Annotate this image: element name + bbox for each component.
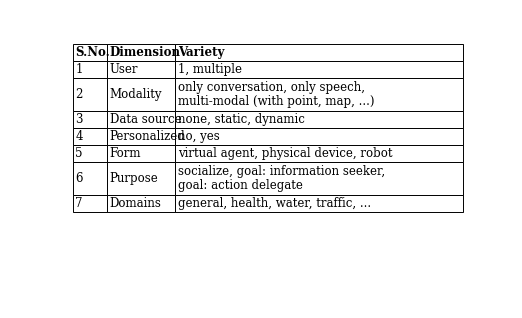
Text: only conversation, only speech,: only conversation, only speech, [178, 81, 365, 94]
Bar [73, 195, 107, 212]
Bar [107, 61, 175, 78]
Bar [175, 111, 463, 128]
Text: virtual agent, physical device, robot: virtual agent, physical device, robot [178, 147, 393, 160]
Text: 1, multiple: 1, multiple [178, 63, 242, 76]
Bar [107, 145, 175, 162]
Text: Dimension: Dimension [110, 46, 181, 59]
Bar [107, 162, 175, 195]
Bar [175, 78, 463, 111]
Bar [73, 61, 107, 78]
Bar [107, 111, 175, 128]
Bar [175, 195, 463, 212]
Text: 6: 6 [75, 172, 83, 185]
Bar [73, 111, 107, 128]
Text: Purpose: Purpose [110, 172, 159, 185]
Text: 3: 3 [75, 113, 83, 126]
Text: no, yes: no, yes [178, 130, 220, 143]
Text: Variety: Variety [178, 46, 224, 59]
Text: Domains: Domains [110, 197, 162, 210]
Text: 5: 5 [75, 147, 83, 160]
Bar [175, 61, 463, 78]
Text: 2: 2 [75, 88, 83, 101]
Text: multi-modal (with point, map, ...): multi-modal (with point, map, ...) [178, 95, 375, 108]
Text: none, static, dynamic: none, static, dynamic [178, 113, 305, 126]
Bar [73, 162, 107, 195]
Text: Form: Form [110, 147, 141, 160]
Text: 7: 7 [75, 197, 83, 210]
Bar [107, 128, 175, 145]
Text: User: User [110, 63, 138, 76]
Bar [175, 44, 463, 61]
Bar [175, 162, 463, 195]
Bar [73, 44, 107, 61]
Bar [107, 195, 175, 212]
Bar [175, 128, 463, 145]
Text: S.No.: S.No. [75, 46, 110, 59]
Text: socialize, goal: information seeker,: socialize, goal: information seeker, [178, 165, 385, 177]
Bar [73, 145, 107, 162]
Text: 1: 1 [75, 63, 83, 76]
Text: goal: action delegate: goal: action delegate [178, 179, 303, 192]
Bar [73, 78, 107, 111]
Text: general, health, water, traffic, ...: general, health, water, traffic, ... [178, 197, 371, 210]
Bar [73, 128, 107, 145]
Text: Modality: Modality [110, 88, 162, 101]
Bar [107, 78, 175, 111]
Bar [175, 145, 463, 162]
Bar [107, 44, 175, 61]
Text: Data source: Data source [110, 113, 181, 126]
Text: 4: 4 [75, 130, 83, 143]
Text: Personalized: Personalized [110, 130, 185, 143]
